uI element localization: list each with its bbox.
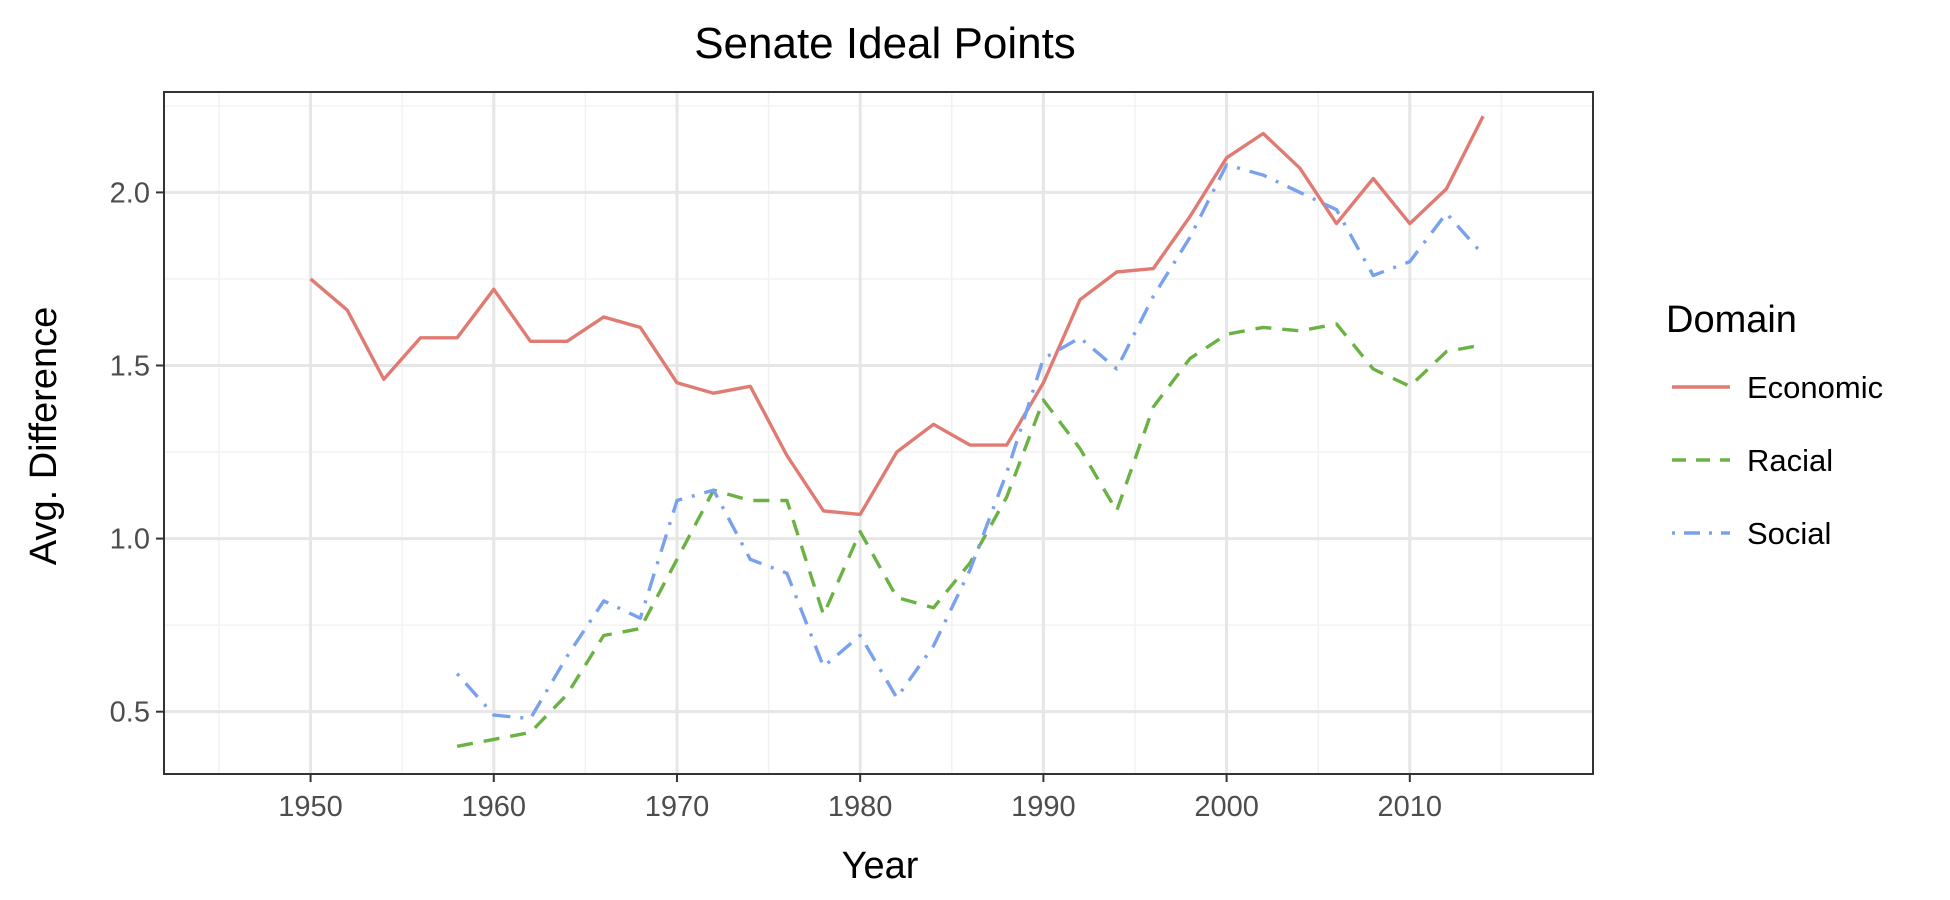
x-tick-label: 1990 xyxy=(1011,791,1076,823)
y-tick-label: 1.5 xyxy=(110,350,150,382)
y-tick-label: 0.5 xyxy=(110,697,150,729)
plot-border xyxy=(163,91,1594,775)
x-tick-label: 1980 xyxy=(828,791,893,823)
series-layer xyxy=(309,115,1485,748)
x-axis-title: Year xyxy=(842,845,919,887)
series-line-economic xyxy=(309,115,1485,517)
series-line-social xyxy=(455,162,1485,721)
legend-title: Domain xyxy=(1666,299,1797,341)
legend: Domain Economic Racial Social xyxy=(1666,299,1883,551)
y-axis-title: Avg. Difference xyxy=(23,307,65,565)
legend-label-social: Social xyxy=(1747,516,1831,551)
plot-background xyxy=(164,92,1593,774)
plot-panel xyxy=(164,92,1593,774)
x-tick-label: 1950 xyxy=(278,791,343,823)
series-line-racial xyxy=(456,322,1484,748)
x-tick-label: 1970 xyxy=(645,791,710,823)
x-tick-label: 1960 xyxy=(462,791,527,823)
axes: 1950 1960 1970 1980 1990 2000 2010 0.5 1.0 1.5 2.0 xyxy=(110,91,1594,823)
legend-label-racial: Racial xyxy=(1747,443,1833,478)
y-tick-label: 2.0 xyxy=(110,177,150,209)
grid-lines xyxy=(164,92,1593,774)
x-tick-label: 2010 xyxy=(1378,791,1443,823)
chart-title: Senate Ideal Points xyxy=(694,19,1076,68)
x-tick-label: 2000 xyxy=(1194,791,1259,823)
legend-label-economic: Economic xyxy=(1747,370,1883,405)
y-tick-label: 1.0 xyxy=(110,524,150,556)
